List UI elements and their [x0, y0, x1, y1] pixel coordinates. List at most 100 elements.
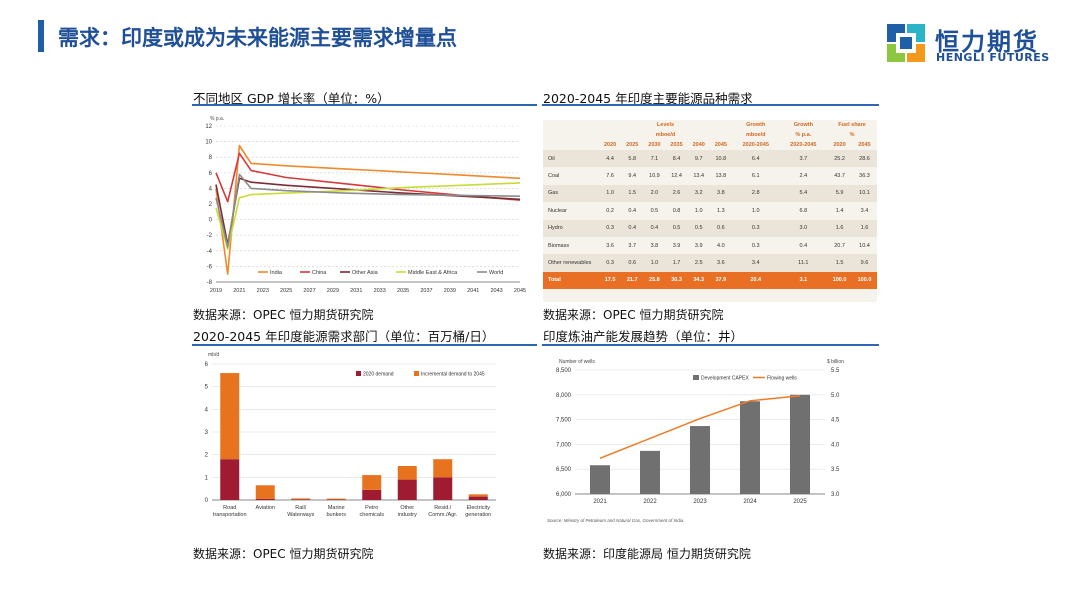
- sector-category-label: transportation: [213, 512, 247, 518]
- company-logo: 恒力期货 HENGLI FUTURES: [887, 22, 1057, 66]
- table-cell: 3.8: [650, 242, 659, 249]
- sectors-source-note: 数据来源：OPEC 恒力期货研究院: [193, 547, 374, 561]
- table-total-row: Total 17.5 21.7 25.8 30.3 34.3 37.9 20.4 3.1 100.…: [543, 271, 877, 290]
- wells-y2-tick-label: 5.5: [831, 368, 840, 374]
- table-column-header: 2020-2045: [790, 142, 817, 148]
- table-cell: 3.6: [709, 254, 732, 272]
- table-row: Coal 7.6 9.4 10.9 12.4 13.4 13.8 6.1 2.4 43.7 36.3: [543, 167, 877, 184]
- table-column-header: 2045: [714, 142, 727, 148]
- wells-line-series: [599, 395, 801, 459]
- gdp-legend-label: India: [270, 270, 283, 276]
- table-cell: 8.4: [665, 150, 688, 168]
- sector-category-label: Waterways: [287, 512, 314, 518]
- table-fuel-name: Other renewables: [543, 254, 599, 272]
- wells-capex-chart: Number of wells $ billion 6,000 3.0 6,500 3.5…: [543, 354, 875, 530]
- table-cell: 28.6: [852, 150, 877, 168]
- table-cell: 13.8: [715, 173, 727, 180]
- table-cell: 0.6: [709, 219, 732, 237]
- gdp-y-unit-label: % p.a.: [210, 116, 224, 122]
- table-fuel-name: Oil: [543, 150, 599, 168]
- logo-chinese-name: 恒力期货: [935, 28, 1039, 56]
- sector-category-label: Petro: [365, 505, 378, 511]
- table-cell: 2.0: [643, 184, 666, 203]
- sector-legend-swatch: [414, 371, 419, 376]
- sector-bar-segment-1: [397, 466, 417, 480]
- gdp-x-tick-label: 2021: [233, 288, 245, 294]
- sector-y-tick-label: 5: [205, 385, 209, 391]
- sector-category-label: Marine: [328, 505, 345, 511]
- gdp-y-tick-label: 0: [209, 218, 213, 224]
- table-group-unit: mboe/d: [655, 132, 676, 138]
- table-cell: 9.6: [852, 254, 877, 272]
- sector-category-label: bunkers: [326, 512, 346, 518]
- table-cell: 7.1: [643, 150, 666, 168]
- table-cell: 2.4: [799, 173, 808, 180]
- table-cell: 7.6: [606, 173, 614, 180]
- gdp-y-tick-label: 2: [209, 202, 213, 208]
- gdp-y-tick-label: 6: [209, 171, 213, 177]
- table-column-header: 2020: [603, 142, 617, 148]
- table-fuel-name: Total: [543, 271, 599, 290]
- table-group-unit: % p.a.: [795, 132, 812, 138]
- table-cell: 20.7: [834, 242, 845, 249]
- fuels-panel-title: 2020-2045 年印度主要能源品种需求: [543, 91, 753, 106]
- table-cell: 1.7: [665, 254, 688, 272]
- table-cell: 43.7: [834, 173, 845, 180]
- table-fuel-name: Coal: [548, 173, 560, 180]
- wells-y-tick-label: 8,000: [556, 393, 572, 399]
- table-cell: 3.7: [628, 242, 637, 249]
- table-cell: 3.0: [779, 219, 828, 237]
- sector-y-tick-label: 6: [205, 362, 209, 368]
- table-column-header: 2025: [626, 142, 639, 148]
- sector-category-label: industry: [398, 512, 418, 518]
- table-cell: 0.4: [799, 242, 808, 249]
- wells-y-tick-label: 7,500: [556, 418, 572, 424]
- wells-bar: [640, 450, 660, 494]
- sector-bar-segment-1: [255, 485, 275, 499]
- table-cell: 20.4: [731, 271, 780, 290]
- table-group-unit: mboe/d: [745, 132, 766, 138]
- table-cell: 3.2: [687, 184, 710, 203]
- gdp-y-tick-label: 8: [209, 155, 213, 161]
- sector-category-label: Road: [223, 505, 236, 511]
- wells-legend-label: Flowing wells: [767, 376, 797, 382]
- sector-bar-segment-1: [220, 373, 240, 460]
- table-cell: 21.7: [621, 271, 644, 290]
- table-group-header: Levels: [656, 122, 675, 128]
- table-cell: 4.0: [717, 242, 725, 249]
- wells-legend-label: Development CAPEX: [701, 376, 749, 382]
- gdp-x-tick-label: 2039: [444, 288, 456, 294]
- wells-x-tick-label: 2022: [643, 499, 657, 505]
- sector-bar-segment-0: [362, 489, 382, 500]
- table-column-header: 2020-2045: [742, 142, 769, 148]
- sector-bar-segment-0: [397, 479, 417, 500]
- wells-y2-tick-label: 3.0: [831, 492, 840, 498]
- gdp-y-tick-label: -4: [207, 249, 213, 255]
- table-cell: 4.4: [599, 150, 622, 168]
- sector-bar-segment-1: [291, 498, 311, 500]
- table-group-header: Fuel share: [838, 122, 866, 128]
- sector-category-label: Electricity: [466, 505, 490, 511]
- table-row: Nuclear 0.2 0.4 0.5 0.8 1.0 1.3 1.0 6.8 1.4 3.4: [543, 202, 877, 219]
- table-cell: 1.5: [827, 254, 853, 272]
- table-cell: 1.0: [751, 207, 760, 214]
- title-accent-bar: [38, 20, 44, 52]
- table-column-header: 2030: [648, 142, 661, 148]
- slide-title: 需求：印度或成为未来能源主要需求增量点: [58, 26, 457, 50]
- gdp-series-line-1: [215, 152, 521, 203]
- gdp-legend-label: World: [489, 270, 503, 276]
- table-cell: 5.4: [779, 184, 828, 203]
- wells-y-tick-label: 6,000: [556, 492, 572, 498]
- table-cell: 3.9: [672, 242, 681, 249]
- table-cell: 0.3: [599, 254, 622, 272]
- gdp-legend-label: Middle East & Africa: [408, 270, 458, 276]
- table-cell: 10.9: [649, 173, 660, 180]
- gdp-series-line-4: [215, 173, 521, 248]
- sector-y-tick-label: 3: [205, 430, 209, 436]
- wells-y-label: Number of wells: [559, 359, 595, 365]
- sectors-panel-title: 2020-2045 年印度能源需求部门（单位：百万桶/日）: [193, 329, 495, 344]
- table-group-header: Growth: [746, 122, 766, 128]
- table-cell: 1.5: [621, 184, 644, 203]
- table-row: Hydro 0.3 0.4 0.4 0.5 0.5 0.6 0.3 3.0 1.6 1.6: [543, 219, 877, 237]
- table-corner: [543, 120, 599, 130]
